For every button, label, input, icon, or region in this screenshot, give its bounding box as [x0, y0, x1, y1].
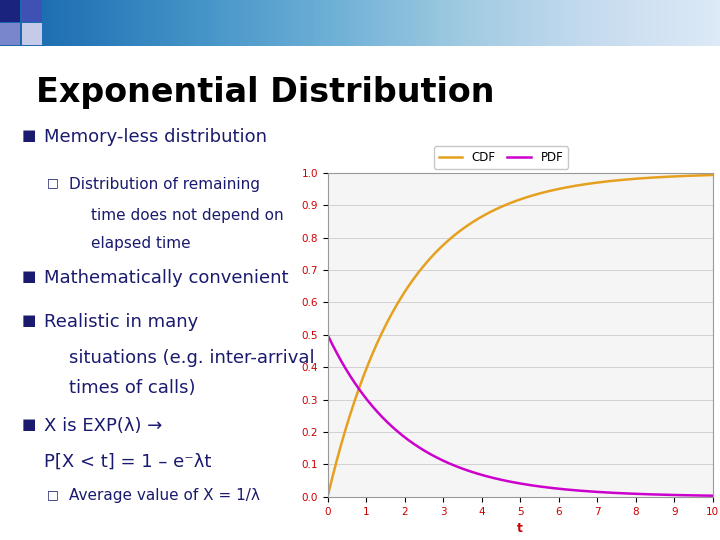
- Legend: CDF, PDF: CDF, PDF: [434, 146, 568, 168]
- CDF: [613, 177, 622, 184]
- Text: P[X < t] = 1 – e⁻λt: P[X < t] = 1 – e⁻λt: [43, 453, 211, 470]
- Text: situations (e.g. inter-arrival: situations (e.g. inter-arrival: [68, 349, 314, 367]
- Line: PDF: PDF: [328, 335, 713, 496]
- PDF: [423, 449, 431, 455]
- Text: Exponential Distribution: Exponential Distribution: [36, 76, 495, 109]
- PDF: [580, 488, 589, 494]
- X-axis label: t: t: [517, 522, 523, 535]
- CDF: [392, 303, 400, 310]
- Text: ■: ■: [22, 128, 36, 143]
- CDF: [323, 494, 332, 500]
- Text: ■: ■: [22, 269, 36, 284]
- PDF: [392, 427, 400, 433]
- Text: Mathematically convenient: Mathematically convenient: [43, 269, 288, 287]
- Text: Realistic in many: Realistic in many: [43, 313, 198, 332]
- PDF: [613, 490, 622, 496]
- Text: time does not depend on: time does not depend on: [91, 208, 283, 223]
- Text: Distribution of remaining: Distribution of remaining: [68, 177, 260, 192]
- Bar: [22, 23, 42, 45]
- CDF: [498, 203, 506, 210]
- CDF: [550, 187, 559, 193]
- Line: CDF: CDF: [328, 175, 713, 497]
- Text: ■: ■: [22, 313, 36, 328]
- Text: □: □: [47, 177, 58, 190]
- CDF: [580, 181, 589, 187]
- PDF: [498, 477, 506, 483]
- Text: Memory-less distribution: Memory-less distribution: [43, 128, 266, 146]
- Text: elapsed time: elapsed time: [91, 235, 190, 251]
- Bar: [0, 23, 20, 45]
- CDF: [708, 172, 717, 178]
- PDF: [708, 492, 717, 499]
- CDF: [423, 259, 431, 266]
- Text: X is EXP(λ) →: X is EXP(λ) →: [43, 417, 162, 435]
- Text: □: □: [47, 488, 58, 501]
- PDF: [323, 332, 332, 338]
- Text: Average value of X = 1/λ: Average value of X = 1/λ: [68, 488, 259, 503]
- Text: ■: ■: [22, 417, 36, 431]
- Text: times of calls): times of calls): [68, 379, 195, 397]
- Bar: [22, 0, 42, 22]
- Bar: [0, 0, 20, 22]
- PDF: [550, 485, 559, 491]
